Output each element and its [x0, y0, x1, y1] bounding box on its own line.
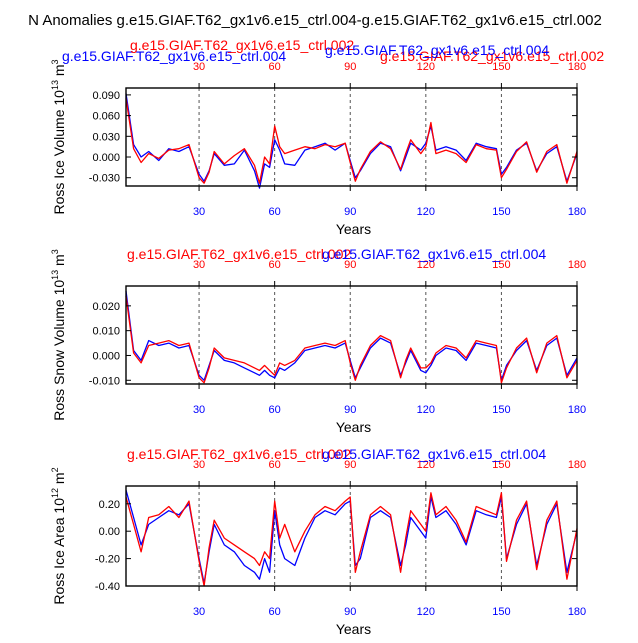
panel2-xtick-label-top-5: 180	[568, 259, 586, 271]
panel2-plot-frame	[125, 285, 578, 385]
panel1-ytick-label-2: 0.030	[92, 131, 120, 143]
panel2-xtick-label-bottom-0: 30	[193, 404, 205, 416]
panel3-xtick-label-bottom-3: 120	[417, 606, 435, 618]
panel3-ylabel: Ross Ice Area 1012 m2	[50, 467, 67, 604]
panel2-xtick-label-top-3: 120	[417, 259, 435, 271]
panel3-xtick-label-bottom-4: 150	[492, 606, 510, 618]
panel3-ylabel-main: Ross Ice Area 10	[51, 498, 67, 605]
panel1-ytick-label-1: 0.000	[92, 152, 120, 164]
panel1-xtick-label-bottom-4: 150	[492, 206, 510, 218]
panel2-xlabel: Years	[336, 419, 371, 435]
panel1-xtick-label-top-2: 90	[344, 61, 356, 73]
panel1-xtick-label-top-3: 120	[417, 61, 435, 73]
panel2-ytick-label-3: 0.020	[92, 301, 120, 313]
panel3-xtick-label-top-4: 150	[492, 459, 510, 471]
panel1-xtick-label-bottom-3: 120	[417, 206, 435, 218]
panel2-xtick-label-bottom-4: 150	[492, 404, 510, 416]
panel1-legend-top: g.e15.GIAF.T62_gx1v6.e15_ctrl.002	[130, 37, 354, 53]
panel3-ytick-label-2: 0.00	[99, 526, 120, 538]
panel3-plot-frame	[125, 485, 578, 587]
panel3-xtick-label-bottom-5: 180	[568, 606, 586, 618]
panel2-ytick-label-2: 0.010	[92, 326, 120, 338]
panel1-ytick-label-4: 0.090	[92, 90, 120, 102]
panel2-xtick-label-bottom-2: 90	[344, 404, 356, 416]
panel1-xtick-label-bottom-0: 30	[193, 206, 205, 218]
panel2-ylabel-main: Ross Snow Volume 10	[51, 280, 67, 421]
panel3-xtick-label-bottom-2: 90	[344, 606, 356, 618]
panel3-ytick-label-3: 0.20	[99, 499, 120, 511]
panel2-xtick-label-bottom-1: 60	[269, 404, 281, 416]
panel1-ytick-label-3: 0.060	[92, 111, 120, 123]
panel1-xtick-label-bottom-1: 60	[269, 206, 281, 218]
panel1-ylabel-unit: m	[51, 64, 67, 80]
panel3-legend-left: g.e15.GIAF.T62_gx1v6.e15_ctrl.002	[127, 446, 351, 462]
panel1-legend-right-red: g.e15.GIAF.T62_gx1v6.e15_ctrl.002	[380, 48, 604, 64]
panel2-ylabel-exp: 13	[50, 270, 60, 280]
panel2-xtick-label-bottom-3: 120	[417, 404, 435, 416]
page-title: N Anomalies g.e15.GIAF.T62_gx1v6.e15_ctr…	[28, 12, 602, 29]
panel1-xtick-label-top-0: 30	[193, 61, 205, 73]
panel1-xtick-label-top-1: 60	[269, 61, 281, 73]
panel1-xtick-label-top-4: 150	[492, 61, 510, 73]
panel3-legend-right: g.e15.GIAF.T62_gx1v6.e15_ctrl.004	[322, 446, 546, 462]
panel3-xtick-label-top-5: 180	[568, 459, 586, 471]
panel3-xtick-label-top-1: 60	[269, 459, 281, 471]
panel2-ylabel: Ross Snow Volume 1013 m3	[50, 249, 67, 420]
panel1-plot-frame	[125, 87, 578, 187]
panel3-ytick-label-1: -0.20	[95, 554, 120, 566]
panel1-ylabel: Ross Ice Volume 1013 m3	[50, 59, 67, 214]
panel2-legend-left: g.e15.GIAF.T62_gx1v6.e15_ctrl.002	[127, 246, 351, 262]
panel2-legend-right: g.e15.GIAF.T62_gx1v6.e15_ctrl.004	[322, 246, 546, 262]
panel3-xtick-label-bottom-0: 30	[193, 606, 205, 618]
panel1-legend-right-blue: g.e15.GIAF.T62_gx1v6.e15_ctrl.004	[325, 42, 549, 58]
panel1-xtick-label-bottom-5: 180	[568, 206, 586, 218]
panel2-xtick-label-top-1: 60	[269, 259, 281, 271]
panel3-xtick-label-top-0: 30	[193, 459, 205, 471]
panel3-ylabel-unit: m	[51, 472, 67, 488]
panel3-ylabel-unit-exp: 2	[50, 467, 60, 472]
panel2-ytick-label-1: 0.000	[92, 350, 120, 362]
panel1-ylabel-main: Ross Ice Volume 10	[51, 90, 67, 215]
panel3-ytick-label-0: -0.40	[95, 581, 120, 593]
panel3-xtick-label-top-2: 90	[344, 459, 356, 471]
panel2-xtick-label-bottom-5: 180	[568, 404, 586, 416]
panel1-ylabel-exp: 13	[50, 80, 60, 90]
panel1-series-line-ctrl-002	[125, 98, 578, 184]
panel3-xtick-label-bottom-1: 60	[269, 606, 281, 618]
panel2-ylabel-unit-exp: 3	[50, 249, 60, 254]
panel3-series-line-ctrl-002	[125, 492, 578, 587]
panel2-ylabel-unit: m	[51, 254, 67, 270]
panel1-ytick-label-0: -0.030	[89, 173, 120, 185]
panel1-xtick-label-top-5: 180	[568, 61, 586, 73]
panel1-legend-left: g.e15.GIAF.T62_gx1v6.e15_ctrl.004	[62, 48, 286, 64]
panel1-ylabel-unit-exp: 3	[50, 59, 60, 64]
panel3-ylabel-exp: 12	[50, 488, 60, 498]
panel3-xtick-label-top-3: 120	[417, 459, 435, 471]
panel3-xlabel: Years	[336, 621, 371, 637]
panel2-ytick-label-0: -0.010	[89, 375, 120, 387]
panel2-xtick-label-top-2: 90	[344, 259, 356, 271]
panel2-xtick-label-top-0: 30	[193, 259, 205, 271]
panel1-xlabel: Years	[336, 221, 371, 237]
panel1-xtick-label-bottom-2: 90	[344, 206, 356, 218]
panel2-xtick-label-top-4: 150	[492, 259, 510, 271]
panel2-series-line-ctrl-002	[125, 295, 578, 384]
